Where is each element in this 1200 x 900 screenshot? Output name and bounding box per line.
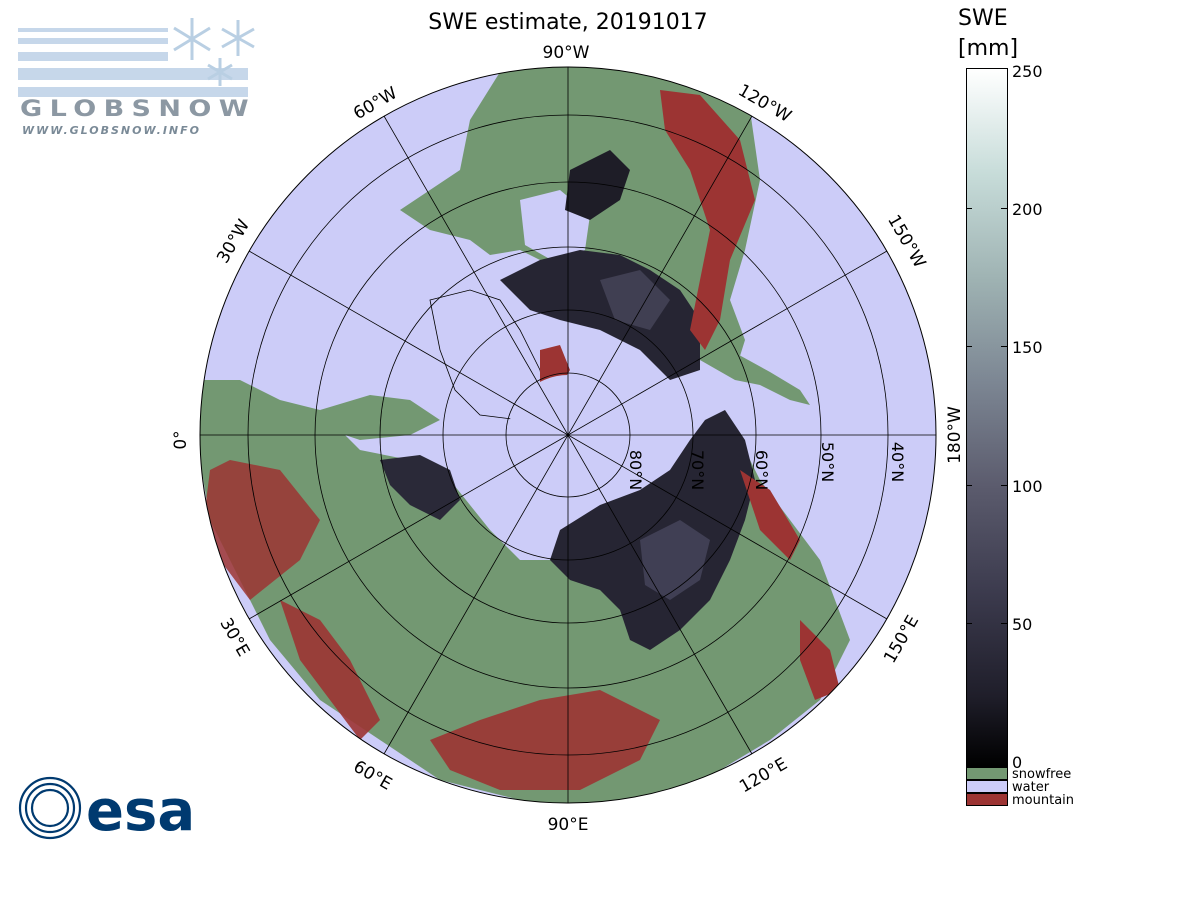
lon-label-0: 0° — [171, 430, 191, 449]
legend-swatch-snowfree — [966, 767, 1008, 780]
globsnow-stripes — [18, 28, 248, 97]
lon-label-90w: 90°W — [543, 43, 590, 63]
map-title: SWE estimate, 20191017 — [428, 10, 708, 35]
snow-siberia-lighter — [640, 520, 710, 600]
legend-swatch-water — [966, 780, 1008, 793]
colorbar-tick-label: 250 — [1012, 62, 1043, 81]
colorbar-tick — [966, 208, 972, 209]
lat-label-60n: 60°N — [752, 450, 771, 490]
colorbar-tick-label: 50 — [1012, 615, 1033, 634]
polar-stereographic-map: 90°W 60°W 30°W 0° 30°E 60°E 90°E 120°E 1… — [171, 43, 960, 835]
lon-label-30e: 30°E — [215, 615, 253, 660]
land-alaska — [700, 350, 810, 405]
colorbar-title-unit: [mm] — [958, 36, 1019, 61]
colorbar-tick-label: 150 — [1012, 338, 1043, 357]
lon-label-90e: 90°E — [548, 815, 589, 835]
globsnow-url: WWW.GLOBSNOW.INFO — [22, 124, 202, 137]
graticule — [199, 66, 937, 804]
mountain-east-siberia — [740, 470, 800, 560]
colorbar-title-variable: SWE — [958, 6, 1008, 31]
lon-label-180w: 180°W — [945, 406, 960, 464]
mountain-central-asia — [430, 690, 660, 790]
snow-siberia — [550, 410, 755, 650]
colorbar-title: SWE [mm] — [958, 4, 1018, 64]
colorbar-tick-label: 200 — [1012, 200, 1043, 219]
lat-label-50n: 50°N — [818, 442, 837, 482]
colorbar-tick — [1001, 208, 1007, 209]
snow-canadian-arctic-lighter — [600, 270, 670, 330]
colorbar-tick — [1001, 346, 1007, 347]
mountain-kamchatka — [800, 620, 840, 700]
land-scandinavia — [320, 395, 440, 440]
meridian-150 — [248, 250, 888, 620]
colorbar-tick-label: 0 — [1012, 753, 1023, 772]
latitude-labels: 80°N 70°N 60°N 50°N 40°N — [626, 442, 907, 490]
lat-label-40n: 40°N — [888, 442, 907, 482]
esa-logo: esa — [18, 776, 195, 840]
globsnow-wordmark: GLOBSNOW — [20, 97, 256, 122]
legend-swatch-mountain — [966, 793, 1008, 806]
colorbar-tick — [1001, 623, 1007, 624]
colorbar-tick — [1001, 485, 1007, 486]
mountain-alps-caucasus — [280, 600, 380, 740]
lat-label-80n: 80°N — [626, 450, 645, 490]
legend-label-snowfree: snowfree — [1012, 767, 1072, 782]
swe-colorbar — [966, 68, 1008, 767]
colorbar-tick — [966, 623, 972, 624]
lon-label-120e: 120°E — [736, 754, 791, 797]
snow-hudson-bay-north — [565, 150, 630, 220]
lon-label-150e: 150°E — [880, 612, 923, 667]
legend-label-mountain: mountain — [1012, 793, 1075, 808]
esa-emblem-icon — [18, 776, 82, 840]
snowflake-icon — [173, 18, 255, 86]
globsnow-logo: GLOBSNOW — [18, 18, 256, 122]
snow-scandinavia — [380, 455, 460, 520]
legend-label-water: water — [1012, 780, 1050, 795]
colorbar-tick — [966, 346, 972, 347]
colorbar-tick — [966, 485, 972, 486]
mountain-rockies — [660, 90, 755, 350]
esa-wordmark: esa — [86, 779, 195, 840]
lat-label-70n: 70°N — [688, 450, 707, 490]
lon-label-60e: 60°E — [350, 757, 395, 795]
colorbar-tick-label: 100 — [1012, 477, 1043, 496]
